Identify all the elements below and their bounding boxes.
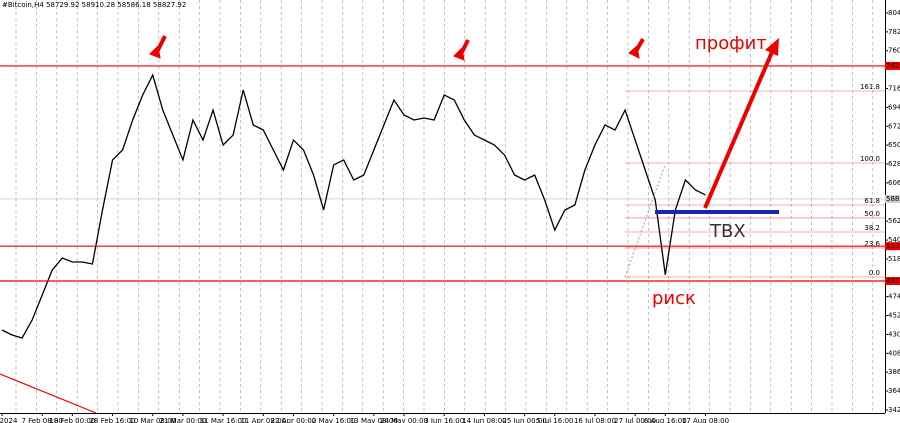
fib-label: 50.0 bbox=[864, 210, 880, 218]
x-tick-label: 3 Jun 16:00 bbox=[424, 417, 464, 423]
fib-label: 161.8 bbox=[860, 83, 880, 91]
x-tick-label: 11 Apr 08:00 bbox=[240, 417, 286, 423]
price-line bbox=[1, 73, 706, 339]
chart-title: #Bitcoin,H4 58729.92 58910.28 58586.18 5… bbox=[2, 1, 186, 9]
y-tick-label: 80457 bbox=[888, 9, 900, 17]
fib-label: 23.6 bbox=[864, 240, 880, 248]
fib-label: 100.0 bbox=[860, 155, 880, 163]
x-tick-label: 17 Aug 08:00 bbox=[682, 417, 729, 423]
level-label: 53329 bbox=[886, 242, 900, 250]
x-tick-label: 2 May 16:00 bbox=[312, 417, 356, 423]
level-label: 74298 bbox=[886, 62, 900, 70]
y-tick-label: 51842 bbox=[888, 255, 900, 263]
y-tick-label: 38671 bbox=[888, 368, 900, 376]
y-tick-label: 40866 bbox=[888, 349, 900, 357]
x-tick-label: 28 Feb 16:00 bbox=[90, 417, 136, 423]
profit-arrow-head bbox=[765, 38, 779, 56]
x-tick-label: 13 May 08:00 bbox=[350, 417, 398, 423]
y-tick-label: 56232 bbox=[888, 217, 900, 225]
annotation: риск bbox=[652, 288, 696, 309]
y-tick-label: 54037 bbox=[888, 236, 900, 244]
x-tick-label: 31 Mar 16:00 bbox=[200, 417, 247, 423]
level-box bbox=[885, 61, 900, 70]
trend-line bbox=[0, 373, 97, 414]
x-tick-label: 25 Jun 00:00 bbox=[502, 417, 546, 423]
y-tick-label: 45257 bbox=[888, 312, 900, 320]
x-tick-label: Jan 2024 bbox=[0, 417, 18, 423]
y-tick-label: 34271 bbox=[888, 406, 900, 414]
y-tick-label: 67280 bbox=[888, 122, 900, 130]
x-tick-label: 5 Jul 16:00 bbox=[536, 417, 574, 423]
level-box bbox=[885, 277, 900, 286]
y-tick-label: 65086 bbox=[888, 141, 900, 149]
price-box bbox=[885, 194, 900, 203]
x-tick-label: 6 Aug 16:00 bbox=[644, 417, 687, 423]
y-tick-label: 62888 bbox=[888, 160, 900, 168]
fib-label: 61.8 bbox=[864, 197, 880, 205]
level-box bbox=[885, 242, 900, 251]
x-tick-label: 27 Jul 00:00 bbox=[614, 417, 656, 423]
y-tick-label: 78261 bbox=[888, 28, 900, 36]
x-tick-label: 10 Mar 08:00 bbox=[129, 417, 176, 423]
annotation: ТВХ bbox=[709, 221, 746, 242]
y-tick-label: 36476 bbox=[888, 387, 900, 395]
fib-label: 0.0 bbox=[869, 269, 880, 277]
x-tick-label: 16 Jul 08:00 bbox=[574, 417, 616, 423]
y-tick-label: 47452 bbox=[888, 293, 900, 301]
y-tick-label: 60692 bbox=[888, 179, 900, 187]
y-tick-label: 43062 bbox=[888, 330, 900, 338]
x-tick-label: 14 Jun 08:00 bbox=[462, 417, 506, 423]
fib-label: 38.2 bbox=[864, 224, 880, 232]
current-price-label: 58827 bbox=[886, 195, 900, 203]
x-tick-label: 24 May 00:00 bbox=[380, 417, 428, 423]
signal-arrows bbox=[149, 35, 645, 61]
level-label: 49277 bbox=[886, 277, 900, 285]
profit-arrow bbox=[703, 51, 774, 209]
annotation: профит bbox=[695, 33, 767, 54]
y-tick-label: 76066 bbox=[888, 47, 900, 55]
x-tick-label: 18 Feb 00:00 bbox=[49, 417, 95, 423]
x-tick-label: 7 Feb 08:00 bbox=[21, 417, 62, 423]
y-tick-label: 69478 bbox=[888, 103, 900, 111]
x-tick-label: 22 Apr 00:00 bbox=[271, 417, 317, 423]
x-tick-label: 21 Mar 00:00 bbox=[160, 417, 207, 423]
y-tick-label: 71675 bbox=[888, 84, 900, 92]
